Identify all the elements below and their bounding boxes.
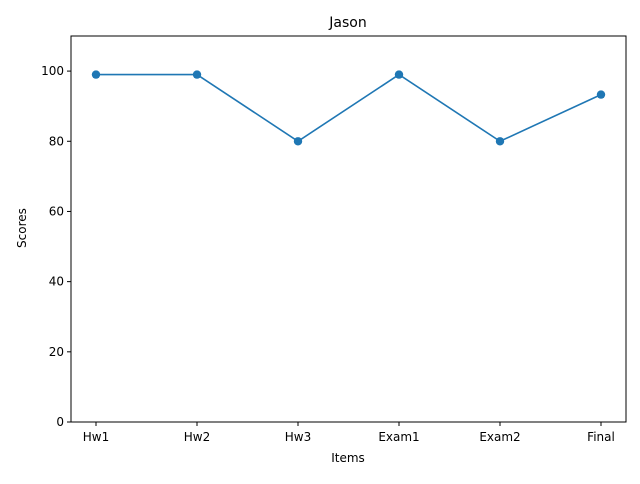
data-point: [91, 70, 101, 79]
y-axis-ticks: 0 20 40 60 80 100: [41, 64, 71, 429]
y-tick-label: 60: [49, 204, 64, 218]
y-axis-label: Scores: [15, 208, 29, 248]
x-tick-label: Exam1: [378, 430, 419, 444]
x-tick-label: Hw1: [83, 430, 109, 444]
data-point: [495, 137, 505, 146]
plot-frame: [70, 35, 627, 423]
y-tick-label: 0: [56, 415, 64, 429]
data-point: [192, 70, 202, 79]
x-tick-label: Hw2: [184, 430, 210, 444]
chart-title: Jason: [328, 15, 366, 31]
y-tick-label: 80: [49, 134, 64, 148]
x-axis-label: Items: [331, 451, 365, 465]
y-tick-label: 100: [41, 64, 64, 78]
data-point: [596, 90, 606, 99]
data-point: [293, 137, 303, 146]
data-point: [394, 70, 404, 79]
x-tick-label: Exam2: [479, 430, 520, 444]
x-tick-label: Final: [587, 430, 615, 444]
series-layer: [91, 70, 606, 146]
y-tick-label: 20: [49, 345, 64, 359]
x-tick-label: Hw3: [285, 430, 311, 444]
series-line: [96, 73, 602, 143]
y-tick-label: 40: [49, 275, 64, 289]
x-axis-ticks: Hw1 Hw2 Hw3 Exam1 Exam2 Final: [83, 422, 615, 444]
